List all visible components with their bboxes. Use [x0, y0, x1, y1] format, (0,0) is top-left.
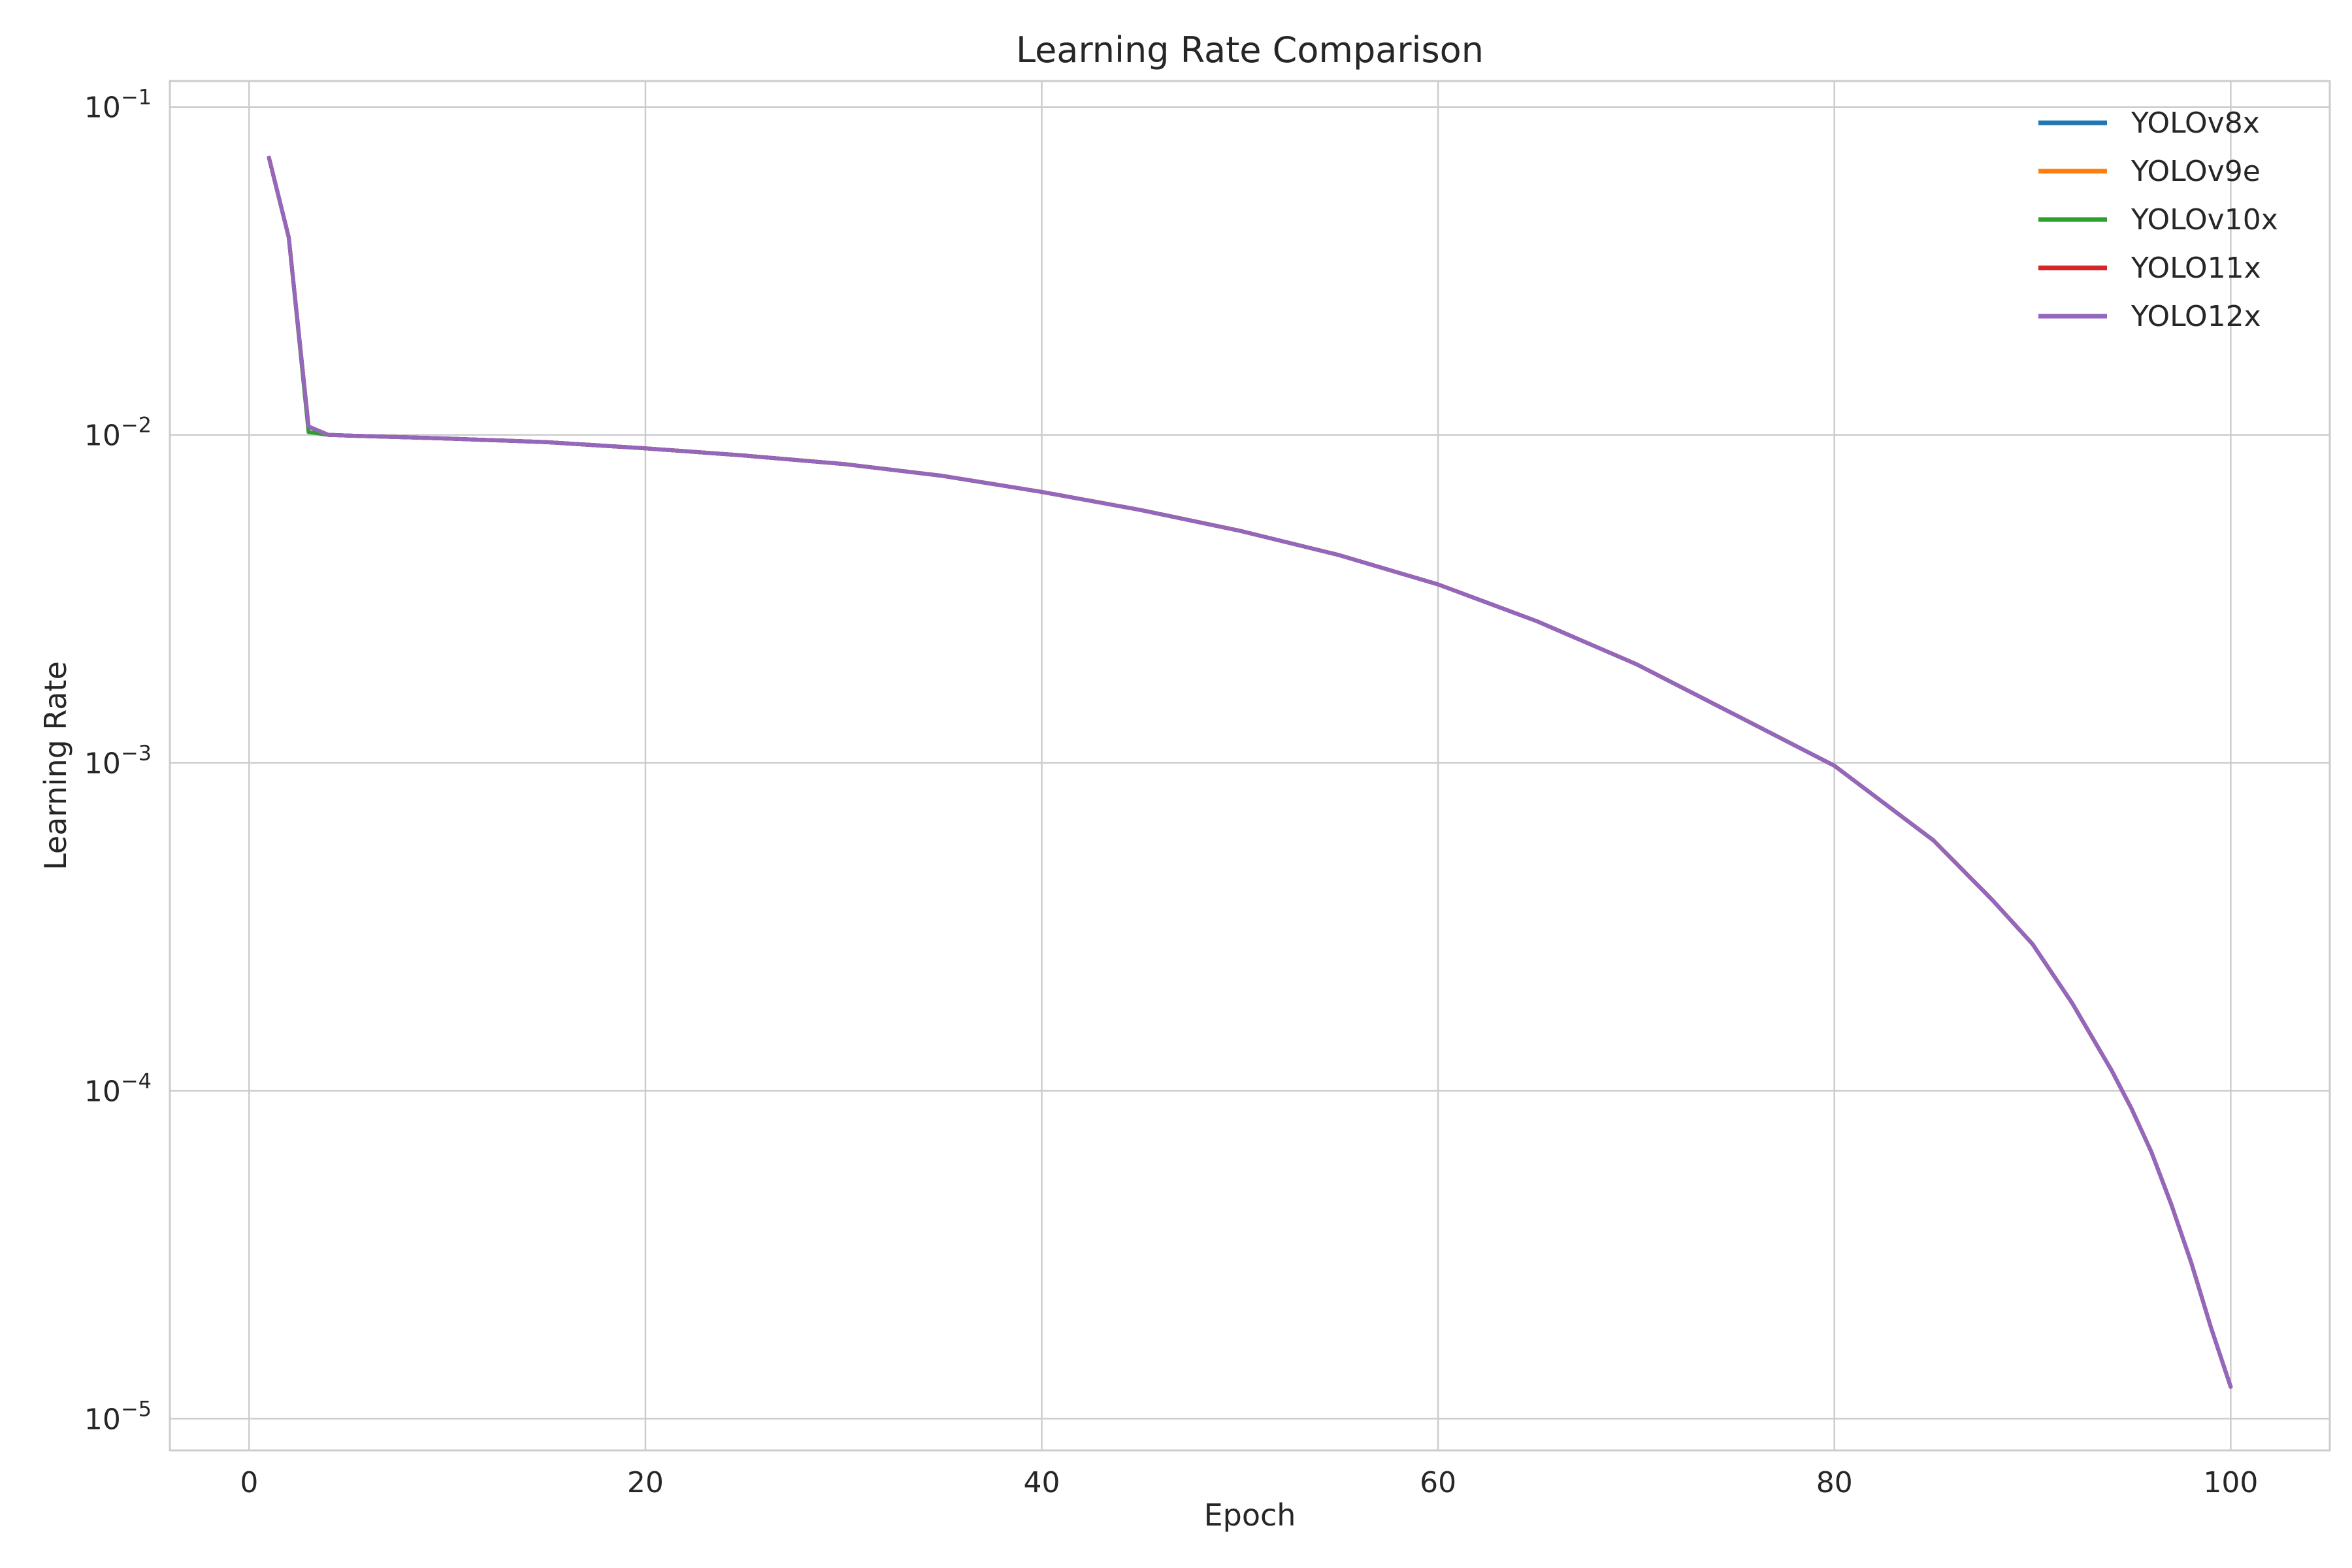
- y-tick-label: 10−4: [84, 1068, 152, 1108]
- chart-title: Learning Rate Comparison: [1016, 29, 1484, 71]
- y-ticks: 10−110−210−310−410−5: [84, 85, 152, 1437]
- grid: [170, 81, 2330, 1450]
- y-tick-base: 10: [84, 419, 121, 453]
- series-line-yolo12x: [267, 155, 2233, 1389]
- y-tick-label: 10−5: [84, 1396, 152, 1436]
- y-tick-base: 10: [84, 91, 121, 125]
- series-layer: [267, 155, 2233, 1389]
- y-tick-base: 10: [84, 1403, 121, 1436]
- series-line-yolov10x: [267, 155, 2233, 1389]
- legend-label: YOLOv10x: [2131, 203, 2278, 237]
- legend-label: YOLOv8x: [2131, 106, 2260, 140]
- x-tick-label: 20: [627, 1466, 664, 1499]
- x-ticks: 0 20 40 60 80 100: [240, 1466, 2258, 1499]
- y-tick-exponent: −5: [121, 1396, 152, 1421]
- y-tick-exponent: −3: [121, 741, 152, 766]
- legend-label: YOLO11x: [2131, 252, 2261, 285]
- x-tick-label: 100: [2203, 1466, 2258, 1499]
- y-tick-label: 10−1: [84, 85, 152, 125]
- series-line-yolov9e: [267, 155, 2233, 1389]
- series-line-yolov8x: [267, 155, 2233, 1389]
- y-tick-base: 10: [84, 1075, 121, 1108]
- x-tick-label: 40: [1024, 1466, 1060, 1499]
- legend-label: YOLOv9e: [2131, 155, 2261, 188]
- legend: YOLOv8x YOLOv9e YOLOv10x YOLO11x YOLO12x: [2038, 106, 2278, 333]
- y-tick-exponent: −2: [121, 413, 152, 438]
- legend-label: YOLO12x: [2131, 300, 2261, 333]
- y-tick-label: 10−2: [84, 413, 152, 453]
- x-tick-label: 80: [1816, 1466, 1853, 1499]
- y-tick-label: 10−3: [84, 741, 152, 781]
- x-axis-label: Epoch: [1204, 1497, 1296, 1533]
- series-line-yolo11x: [267, 155, 2233, 1389]
- y-tick-exponent: −4: [121, 1068, 152, 1093]
- y-tick-exponent: −1: [121, 85, 152, 110]
- plot-frame: [169, 80, 2331, 1452]
- y-axis-label: Learning Rate: [38, 661, 73, 870]
- x-tick-label: 0: [240, 1466, 258, 1499]
- x-tick-label: 60: [1420, 1466, 1456, 1499]
- y-tick-base: 10: [84, 747, 121, 781]
